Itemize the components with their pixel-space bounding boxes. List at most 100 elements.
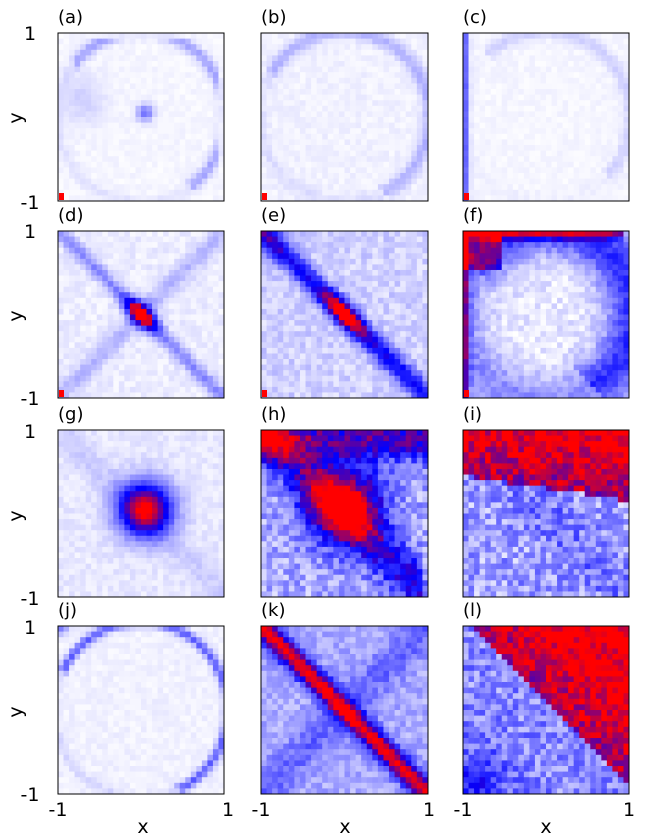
heatmap-cell	[327, 44, 334, 51]
heatmap-cell	[584, 122, 591, 129]
heatmap-cell	[129, 44, 137, 51]
heatmap-cell	[372, 281, 379, 288]
heatmap-cell	[389, 297, 396, 304]
heatmap-cell	[372, 320, 379, 327]
heatmap-cell	[299, 370, 307, 377]
heatmap-cell	[157, 342, 164, 349]
heatmap-cell	[534, 61, 542, 68]
heatmap-cell	[69, 292, 76, 299]
heatmap-cell	[546, 72, 553, 79]
heatmap-cell	[163, 325, 170, 332]
heatmap-cell	[507, 94, 514, 101]
heatmap-cell	[474, 247, 481, 254]
heatmap-cell	[479, 61, 486, 68]
heatmap-cell	[327, 178, 334, 185]
heatmap-cell	[389, 100, 396, 107]
heatmap-cell	[383, 253, 390, 260]
heatmap-cell	[63, 342, 70, 349]
heatmap-cell	[389, 150, 396, 157]
heatmap-cell	[518, 386, 525, 394]
heatmap-cell	[523, 66, 530, 73]
heatmap-cell	[146, 303, 153, 310]
heatmap-cell	[546, 55, 553, 62]
heatmap-cell	[96, 320, 103, 327]
heatmap-cell	[463, 297, 470, 304]
heatmap-cell	[333, 392, 340, 398]
heatmap-cell	[479, 264, 486, 271]
heatmap-cell	[322, 139, 329, 146]
heatmap-cell	[212, 236, 220, 243]
heatmap-cell	[322, 100, 329, 107]
heatmap-cell	[377, 253, 385, 260]
heatmap-cell	[152, 195, 159, 201]
heatmap-cell	[288, 72, 295, 79]
heatmap-cell	[479, 281, 486, 288]
heatmap-cell	[266, 303, 273, 310]
heatmap-cell	[266, 38, 273, 45]
heatmap-cell	[277, 353, 284, 360]
heatmap-cell	[316, 89, 323, 96]
heatmap-cell	[496, 111, 503, 118]
heatmap-cell	[518, 145, 525, 152]
heatmap-cell	[523, 303, 530, 310]
heatmap-cell	[606, 44, 613, 51]
heatmap-cell	[135, 314, 142, 321]
heatmap-cell	[372, 258, 379, 265]
heatmap-cell	[163, 156, 170, 163]
heatmap-cell	[394, 264, 401, 271]
heatmap-cell	[322, 231, 329, 238]
heatmap-cell	[322, 392, 329, 398]
heatmap-cell	[612, 61, 619, 68]
heatmap-cell	[496, 173, 503, 180]
heatmap-cell	[69, 83, 76, 90]
heatmap-cell	[479, 359, 486, 366]
heatmap-cell	[207, 133, 214, 140]
heatmap-cell	[294, 303, 301, 310]
heatmap-cell	[74, 336, 81, 343]
heatmap-cell	[261, 303, 268, 310]
heatmap-cell	[135, 49, 142, 56]
heatmap-cell	[277, 264, 284, 271]
heatmap-cell	[201, 281, 208, 288]
heatmap-cell	[168, 375, 175, 382]
heatmap-cell	[129, 320, 137, 327]
heatmap-cell	[383, 83, 390, 90]
heatmap-cell	[573, 122, 580, 129]
heatmap-cell	[152, 167, 159, 174]
heatmap-cell	[118, 281, 125, 288]
heatmap-cell	[80, 231, 87, 238]
heatmap-cell	[58, 38, 65, 45]
heatmap-cell	[372, 336, 379, 343]
heatmap-cell	[523, 72, 530, 79]
heatmap-cell	[190, 297, 197, 304]
heatmap-cell	[468, 359, 475, 366]
heatmap-cell	[344, 55, 351, 62]
heatmap-cell	[540, 55, 547, 62]
heatmap-cell	[218, 111, 224, 118]
heatmap-cell	[118, 353, 125, 360]
heatmap-cell	[168, 150, 175, 157]
heatmap-cell	[350, 161, 357, 168]
heatmap-cell	[355, 336, 362, 343]
heatmap-cell	[557, 49, 564, 56]
heatmap-cell	[305, 370, 312, 377]
heatmap-cell	[185, 173, 192, 180]
heatmap-cell	[96, 145, 103, 152]
y-axis-row-3: 1 -1 y	[5, 421, 39, 610]
heatmap-cell	[299, 66, 307, 73]
heatmap-cell	[85, 94, 92, 101]
heatmap-cell	[422, 150, 428, 157]
x-tick-right: 1	[623, 799, 635, 821]
heatmap-cell	[135, 117, 142, 124]
heatmap-cell	[557, 173, 564, 180]
heatmap-cell	[196, 49, 203, 56]
heatmap-cell	[361, 150, 368, 157]
heatmap-cell	[534, 242, 542, 249]
heatmap-cell	[96, 105, 103, 112]
heatmap-cell	[383, 281, 390, 288]
heatmap-cell	[338, 297, 346, 304]
heatmap-cell	[74, 38, 81, 45]
heatmap-cell	[322, 247, 329, 254]
heatmap-cell	[261, 381, 268, 388]
heatmap-cell	[322, 128, 329, 135]
